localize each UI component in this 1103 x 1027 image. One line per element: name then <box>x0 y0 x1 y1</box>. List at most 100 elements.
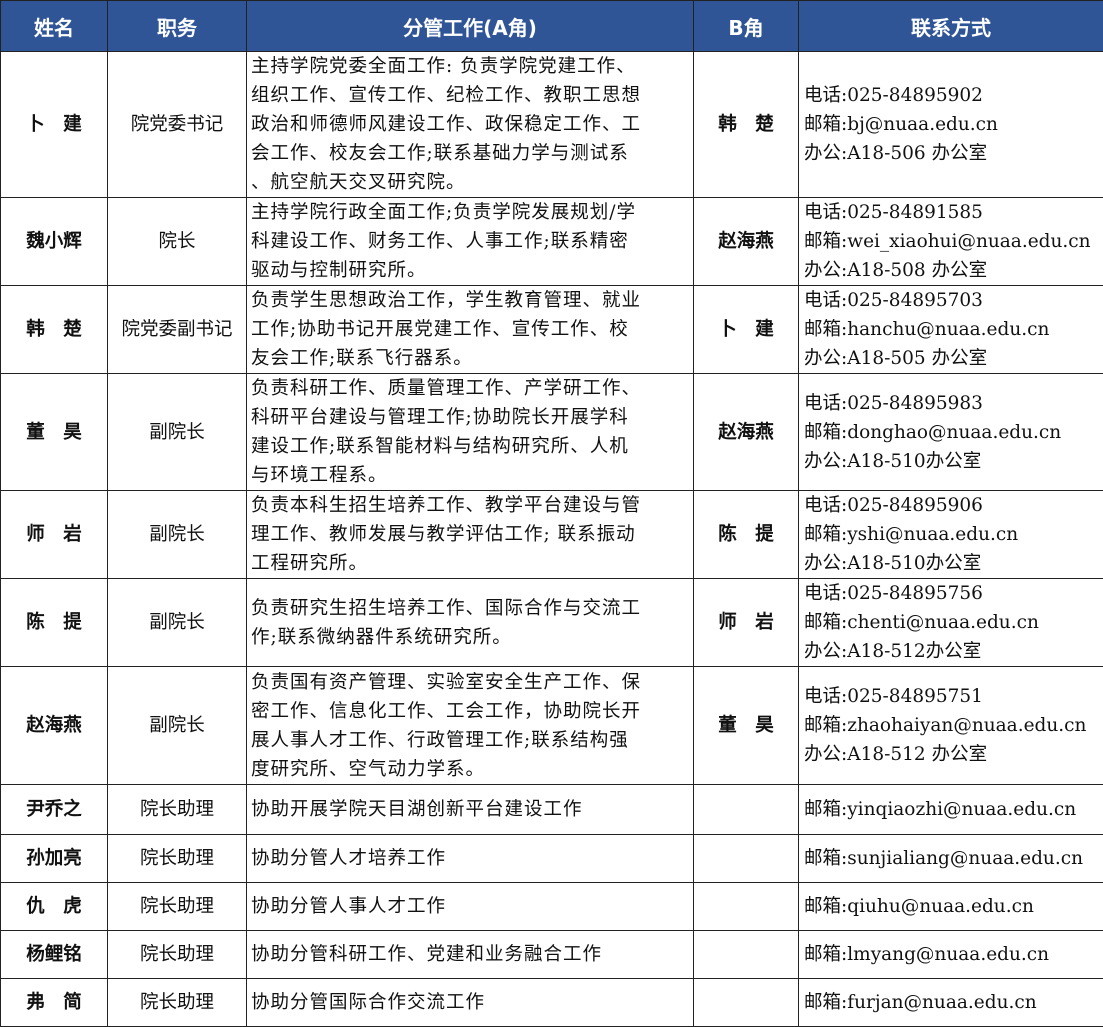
work-description: 主持学院行政全面工作;负责学院发展规划/学科建设工作、财务工作、人事工作;联系精… <box>247 198 694 286</box>
contact-line: 邮箱:bj@nuaa.edu.cn <box>804 110 1098 139</box>
contact-line: 办公:A18-512办公室 <box>804 637 1098 666</box>
work-line: 科建设工作、财务工作、人事工作;联系精密 <box>251 227 689 256</box>
work-line: 工程研究所。 <box>251 549 689 578</box>
contact-line: 邮箱:yinqiaozhi@nuaa.edu.cn <box>804 795 1098 824</box>
table-row: 杨鲤铭院长助理协助分管科研工作、党建和业务融合工作 邮箱:lmyang@nuaa.… <box>1 931 1103 979</box>
work-line: 负责研究生招生培养工作、国际合作与交流工 <box>251 594 689 623</box>
contact-line: 电话:025-84895703 <box>804 286 1098 315</box>
person-name: 赵海燕 <box>1 667 108 785</box>
work-line: 与环境工程系。 <box>251 461 689 490</box>
b-role <box>694 979 799 1027</box>
contact-line: 电话:025-84895906 <box>804 491 1098 520</box>
person-name: 韩 楚 <box>1 286 108 374</box>
contact-line: 办公:A18-510办公室 <box>804 447 1098 476</box>
position: 院长助理 <box>108 883 247 931</box>
work-description: 负责国有资产管理、实验室安全生产工作、保密工作、信息化工作、工会工作，协助院长开… <box>247 667 694 785</box>
contact-line: 邮箱:lmyang@nuaa.edu.cn <box>804 940 1098 969</box>
contact-line: 邮箱:zhaohaiyan@nuaa.edu.cn <box>804 711 1098 740</box>
contact-line: 电话:025-84895756 <box>804 579 1098 608</box>
table-row: 师 岩副院长负责本科生招生培养工作、教学平台建设与管理工作、教师发展与教学评估工… <box>1 491 1103 579</box>
person-name: 弗 简 <box>1 979 108 1027</box>
contact-line: 邮箱:donghao@nuaa.edu.cn <box>804 418 1098 447</box>
position: 院长助理 <box>108 979 247 1027</box>
work-description: 协助分管人才培养工作 <box>247 835 694 883</box>
work-description: 协助分管人事人才工作 <box>247 883 694 931</box>
contact-line: 办公:A18-508 办公室 <box>804 256 1098 285</box>
position: 副院长 <box>108 667 247 785</box>
contact-line: 电话:025-84895902 <box>804 81 1098 110</box>
person-name: 仇 虎 <box>1 883 108 931</box>
b-role: 董 昊 <box>694 667 799 785</box>
work-description: 负责学生思想政治工作，学生教育管理、就业工作;协助书记开展党建工作、宣传工作、校… <box>247 286 694 374</box>
b-role: 师 岩 <box>694 579 799 667</box>
contact-info: 邮箱:qiuhu@nuaa.edu.cn <box>799 883 1103 931</box>
work-line: 协助分管科研工作、党建和业务融合工作 <box>251 940 689 969</box>
position: 副院长 <box>108 374 247 491</box>
work-line: 作;联系微纳器件系统研究所。 <box>251 623 689 652</box>
person-name: 孙加亮 <box>1 835 108 883</box>
work-description: 协助分管国际合作交流工作 <box>247 979 694 1027</box>
header-row: 姓名 职务 分管工作(A角) B角 联系方式 <box>1 1 1103 52</box>
work-line: 协助分管国际合作交流工作 <box>251 988 689 1017</box>
table-row: 韩 楚院党委副书记负责学生思想政治工作，学生教育管理、就业工作;协助书记开展党建… <box>1 286 1103 374</box>
contact-info: 邮箱:sunjialiang@nuaa.edu.cn <box>799 835 1103 883</box>
position: 院长助理 <box>108 785 247 835</box>
contact-info: 邮箱:furjan@nuaa.edu.cn <box>799 979 1103 1027</box>
position: 院长 <box>108 198 247 286</box>
header-position: 职务 <box>108 1 247 52</box>
work-line: 主持学院行政全面工作;负责学院发展规划/学 <box>251 198 689 227</box>
header-name: 姓名 <box>1 1 108 52</box>
work-line: 科研平台建设与管理工作;协助院长开展学科 <box>251 403 689 432</box>
contact-line: 办公:A18-505 办公室 <box>804 344 1098 373</box>
work-line: 协助分管人才培养工作 <box>251 844 689 873</box>
contact-info: 邮箱:yinqiaozhi@nuaa.edu.cn <box>799 785 1103 835</box>
work-description: 负责科研工作、质量管理工作、产学研工作、科研平台建设与管理工作;协助院长开展学科… <box>247 374 694 491</box>
header-contact: 联系方式 <box>799 1 1103 52</box>
contact-line: 邮箱:sunjialiang@nuaa.edu.cn <box>804 844 1098 873</box>
b-role <box>694 835 799 883</box>
person-name: 陈 提 <box>1 579 108 667</box>
position: 院长助理 <box>108 931 247 979</box>
contact-line: 办公:A18-510办公室 <box>804 549 1098 578</box>
table-row: 陈 提副院长负责研究生招生培养工作、国际合作与交流工作;联系微纳器件系统研究所。… <box>1 579 1103 667</box>
work-line: 、航空航天交叉研究院。 <box>251 168 689 197</box>
person-name: 杨鲤铭 <box>1 931 108 979</box>
work-description: 协助开展学院天目湖创新平台建设工作 <box>247 785 694 835</box>
position: 院长助理 <box>108 835 247 883</box>
work-description: 主持学院党委全面工作: 负责学院党建工作、组织工作、宣传工作、纪检工作、教职工思… <box>247 52 694 198</box>
position: 副院长 <box>108 579 247 667</box>
b-role <box>694 785 799 835</box>
contact-line: 电话:025-84895751 <box>804 682 1098 711</box>
table-row: 董 昊副院长负责科研工作、质量管理工作、产学研工作、科研平台建设与管理工作;协助… <box>1 374 1103 491</box>
work-line: 展人事人才工作、行政管理工作;联系结构强 <box>251 726 689 755</box>
work-line: 密工作、信息化工作、工会工作，协助院长开 <box>251 697 689 726</box>
work-line: 协助开展学院天目湖创新平台建设工作 <box>251 795 689 824</box>
b-role: 赵海燕 <box>694 374 799 491</box>
position: 院党委副书记 <box>108 286 247 374</box>
work-description: 负责本科生招生培养工作、教学平台建设与管理工作、教师发展与教学评估工作; 联系振… <box>247 491 694 579</box>
person-name: 卜 建 <box>1 52 108 198</box>
work-description: 协助分管科研工作、党建和业务融合工作 <box>247 931 694 979</box>
work-line: 理工作、教师发展与教学评估工作; 联系振动 <box>251 520 689 549</box>
work-line: 协助分管人事人才工作 <box>251 892 689 921</box>
b-role <box>694 931 799 979</box>
contact-line: 邮箱:qiuhu@nuaa.edu.cn <box>804 892 1098 921</box>
work-line: 度研究所、空气动力学系。 <box>251 755 689 784</box>
contact-line: 办公:A18-506 办公室 <box>804 139 1098 168</box>
b-role <box>694 883 799 931</box>
b-role: 韩 楚 <box>694 52 799 198</box>
contact-line: 邮箱:wei_xiaohui@nuaa.edu.cn <box>804 227 1098 256</box>
contact-line: 邮箱:chenti@nuaa.edu.cn <box>804 608 1098 637</box>
b-role: 陈 提 <box>694 491 799 579</box>
work-line: 负责科研工作、质量管理工作、产学研工作、 <box>251 374 689 403</box>
work-line: 友会工作;联系飞行器系。 <box>251 344 689 373</box>
person-name: 师 岩 <box>1 491 108 579</box>
table-row: 弗 简院长助理协助分管国际合作交流工作 邮箱:furjan@nuaa.edu.cn <box>1 979 1103 1027</box>
person-name: 董 昊 <box>1 374 108 491</box>
work-line: 组织工作、宣传工作、纪检工作、教职工思想 <box>251 81 689 110</box>
